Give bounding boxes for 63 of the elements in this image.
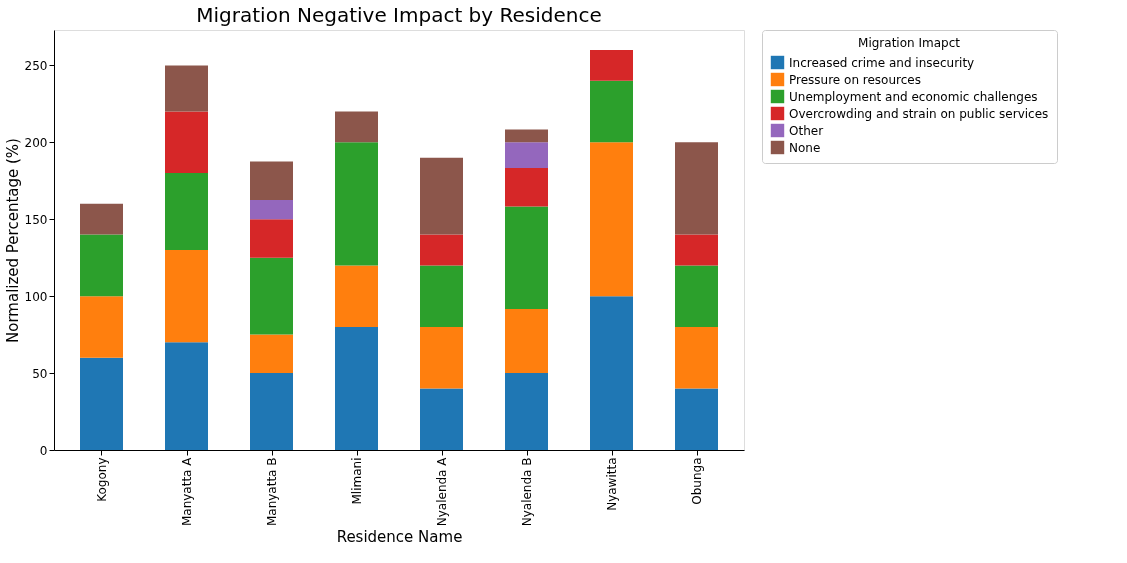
bar — [505, 206, 548, 309]
y-tick-label: 100 — [24, 289, 48, 304]
y-tick-label: 0 — [39, 443, 48, 458]
legend-label: None — [789, 140, 821, 155]
bar — [590, 80, 633, 143]
bar — [80, 234, 123, 297]
x-tick-label: Manyatta A — [180, 456, 194, 527]
x-tick-label: Nyawitta — [605, 457, 619, 511]
bar — [675, 326, 718, 389]
legend-label: Other — [789, 123, 824, 138]
legend-label: Overcrowding and strain on public services — [789, 106, 1049, 121]
bar — [80, 203, 123, 235]
bar — [335, 265, 378, 327]
bar — [335, 326, 378, 450]
bar — [250, 200, 293, 220]
x-tick-label: Nyalenda A — [435, 456, 449, 527]
x-axis-title: Residence Name — [336, 528, 463, 547]
bar — [505, 168, 548, 207]
bar — [165, 65, 208, 112]
bar — [420, 326, 463, 389]
x-tick-label: Nyalenda B — [520, 457, 534, 527]
bar — [420, 234, 463, 266]
bar — [250, 334, 293, 374]
bar — [420, 265, 463, 327]
bar — [335, 111, 378, 143]
y-tick-label: 150 — [24, 212, 48, 227]
bar — [675, 234, 718, 266]
bar — [675, 142, 718, 235]
y-tick-label: 50 — [32, 366, 48, 381]
bar — [590, 142, 633, 297]
legend-label: Pressure on resources — [789, 72, 921, 87]
x-tick-label: Obunga — [690, 457, 704, 505]
bar — [675, 265, 718, 327]
bar — [590, 296, 633, 450]
chart-title: Migration Negative Impact by Residence — [196, 2, 602, 27]
bar — [505, 308, 548, 374]
bar — [335, 142, 378, 266]
x-tick-label: Kogony — [95, 457, 109, 502]
bar — [250, 161, 293, 200]
bar — [250, 219, 293, 258]
bar — [505, 373, 548, 450]
y-tick-label: 200 — [24, 135, 48, 150]
bar — [165, 250, 208, 343]
bar — [420, 157, 463, 235]
y-axis-title: Normalized Percentage (%) — [3, 138, 22, 343]
bar — [590, 50, 633, 81]
bar — [80, 357, 123, 450]
legend-label: Unemployment and economic challenges — [789, 89, 1038, 104]
legend-title: Migration Imapct — [858, 36, 961, 50]
x-tick-label: Mlimani — [350, 457, 364, 505]
bar — [250, 373, 293, 450]
legend-label: Increased crime and insecurity — [789, 55, 975, 70]
bar — [165, 111, 208, 174]
bar — [505, 129, 548, 143]
bar — [675, 388, 718, 450]
bar — [165, 173, 208, 250]
y-tick-label: 250 — [24, 58, 48, 73]
bar — [505, 142, 548, 168]
bar — [80, 296, 123, 358]
bar — [165, 342, 208, 450]
x-tick-label: Manyatta B — [265, 457, 279, 527]
bar — [420, 388, 463, 450]
bar — [250, 257, 293, 335]
